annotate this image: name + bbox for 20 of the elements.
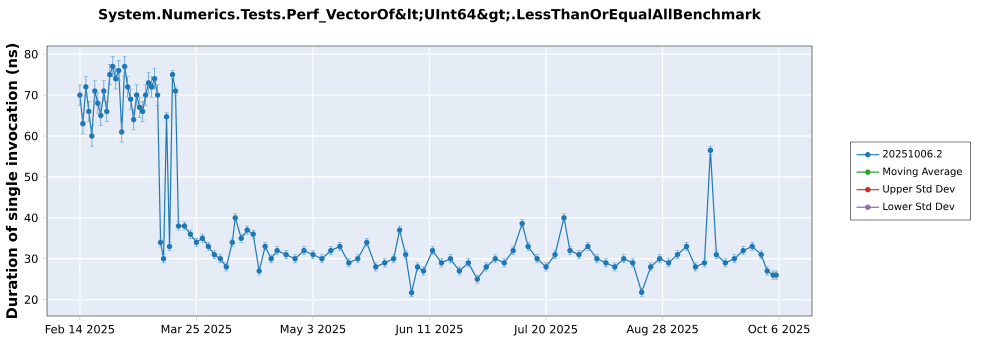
legend-label: Moving Average: [883, 167, 962, 177]
legend-label: 20251006.2: [883, 150, 942, 158]
y-tick-label: 50: [24, 172, 38, 182]
y-tick-label: 20: [24, 295, 38, 304]
y-tick-label: 70: [24, 90, 38, 100]
y-tick-label: 40: [24, 214, 38, 222]
y-tick-label: 30: [24, 254, 38, 264]
x-tick-label: Jun 11 2025: [394, 324, 462, 336]
chart-title: System.Numerics.Tests.Perf_VectorOf&lt;UInt64&gt;.LessThanOrEqualAllBenchmark: [99, 8, 762, 23]
y-axis-title: Duration of single invocation (ns): [6, 44, 20, 318]
x-tick-label: Oct 6 2025: [748, 324, 810, 334]
x-tick-label: Mar 25 2025: [162, 324, 232, 334]
x-tick-label: Feb 14 2025: [46, 324, 114, 334]
legend-label: Upper Std Dev: [883, 184, 955, 195]
x-tick-label: May 3 2025: [280, 324, 346, 336]
y-tick-label: 80: [24, 50, 38, 58]
y-tick-label: 60: [24, 132, 38, 140]
legend-label: Lower Std Dev: [883, 202, 955, 210]
x-tick-label: Aug 28 2025: [626, 324, 698, 336]
x-tick-label: Jul 20 2025: [514, 324, 577, 336]
